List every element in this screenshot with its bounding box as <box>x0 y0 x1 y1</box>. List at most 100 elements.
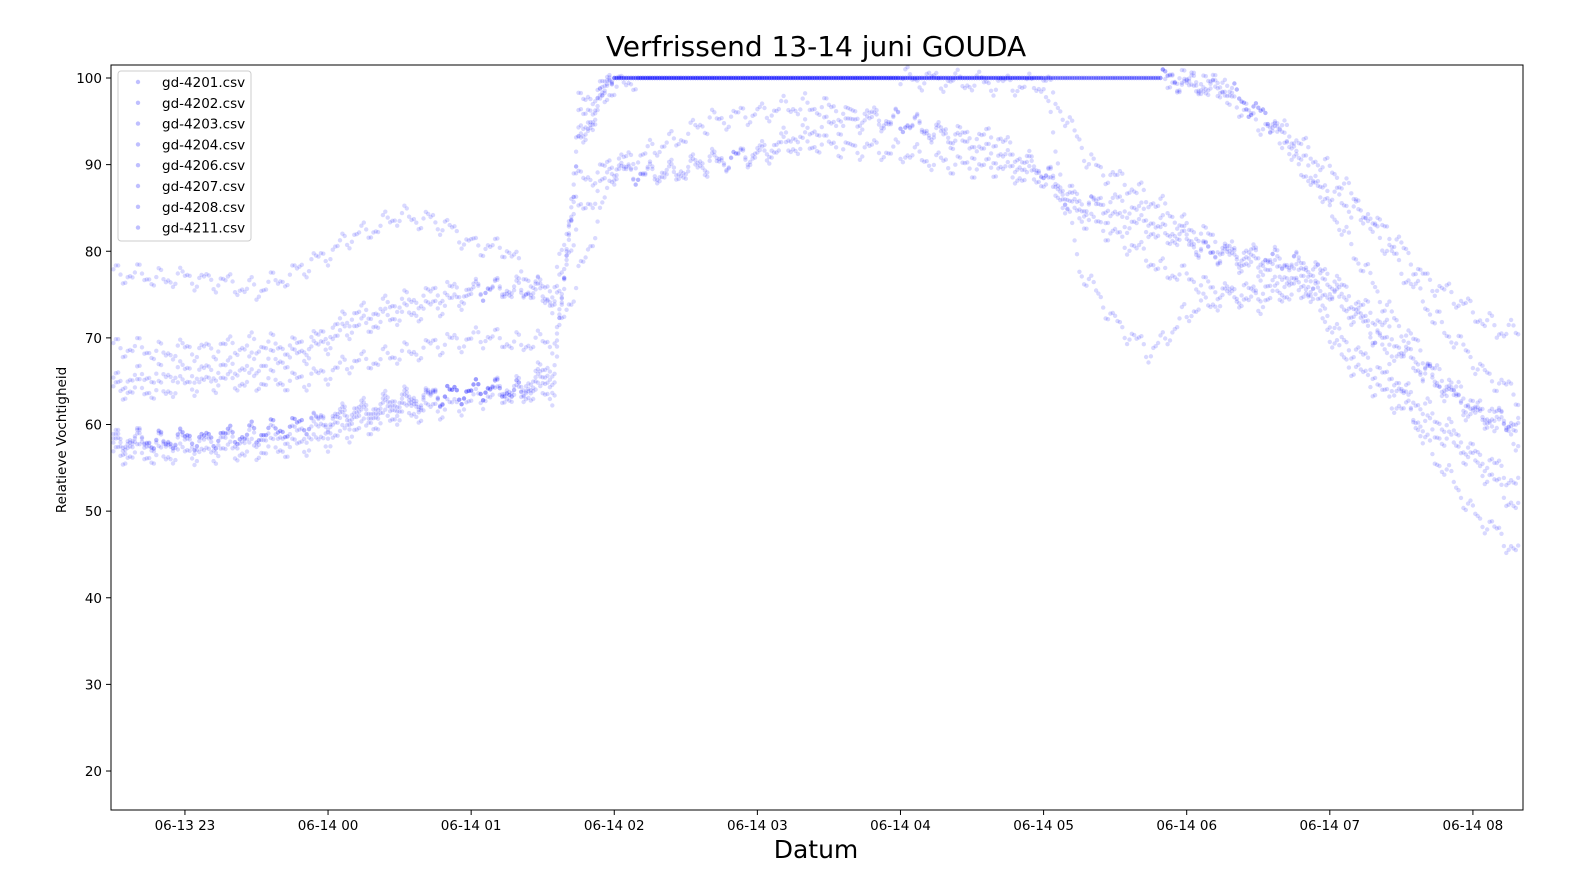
data-point <box>991 174 996 179</box>
data-point <box>1160 67 1166 72</box>
data-point <box>478 391 483 397</box>
data-point <box>728 75 734 81</box>
data-point <box>1501 334 1507 339</box>
data-point <box>616 75 622 81</box>
data-point <box>888 122 894 127</box>
data-point <box>1151 221 1156 226</box>
data-point <box>528 293 533 298</box>
data-point <box>154 371 159 376</box>
data-point <box>1387 242 1392 248</box>
y-tick-label: 90 <box>85 158 102 174</box>
data-point <box>719 158 724 163</box>
data-point <box>1434 381 1440 386</box>
data-point <box>977 75 982 81</box>
data-point <box>259 363 264 369</box>
data-point <box>1272 283 1278 288</box>
data-point <box>137 427 142 432</box>
data-point <box>1039 75 1044 81</box>
data-point <box>1101 75 1106 81</box>
data-point <box>1263 121 1268 127</box>
data-point <box>511 288 517 293</box>
data-point <box>898 126 903 131</box>
data-point <box>194 444 200 449</box>
data-point <box>247 423 252 428</box>
data-point <box>528 398 533 403</box>
data-point <box>313 369 319 374</box>
data-point <box>1489 456 1495 462</box>
data-point <box>485 286 491 292</box>
data-point <box>1074 252 1080 257</box>
data-point <box>557 315 562 321</box>
data-point <box>1470 408 1476 413</box>
data-point <box>1485 417 1490 422</box>
data-point <box>1318 195 1323 200</box>
data-point <box>1163 231 1168 236</box>
data-point <box>1432 435 1438 440</box>
data-point <box>373 324 378 329</box>
data-point <box>452 224 457 229</box>
data-point <box>855 75 860 81</box>
data-point <box>1306 163 1311 168</box>
data-point <box>178 374 183 379</box>
data-point <box>862 111 867 117</box>
data-point <box>638 75 643 81</box>
data-point <box>1318 271 1323 276</box>
data-point <box>879 129 884 134</box>
data-point <box>1005 159 1010 165</box>
data-point <box>175 447 180 452</box>
data-point <box>1124 75 1130 81</box>
data-point <box>1120 214 1125 219</box>
data-point <box>1327 203 1333 208</box>
data-point <box>946 78 951 84</box>
data-point <box>1225 243 1230 248</box>
data-point <box>607 158 612 163</box>
data-point <box>1172 80 1178 85</box>
data-point <box>812 106 817 112</box>
data-point <box>984 157 989 162</box>
data-point <box>802 130 808 135</box>
data-point <box>762 75 767 81</box>
data-point <box>635 75 641 81</box>
data-point <box>359 303 364 308</box>
data-point <box>297 340 302 345</box>
data-point <box>473 386 479 392</box>
data-point <box>917 149 922 154</box>
data-point <box>113 436 119 441</box>
data-point <box>604 170 610 175</box>
data-point <box>1346 365 1352 370</box>
series-gd-4201 <box>111 67 1521 340</box>
data-point <box>728 155 734 160</box>
legend-label: gd-4206.csv <box>162 158 245 174</box>
data-point <box>640 152 646 157</box>
data-point <box>299 262 304 267</box>
data-point <box>1387 377 1392 382</box>
data-point <box>903 155 908 160</box>
data-point <box>1377 365 1383 371</box>
data-point <box>731 75 736 81</box>
data-point <box>175 432 180 437</box>
data-point <box>1325 196 1330 201</box>
data-point <box>1299 295 1304 301</box>
data-point <box>1299 284 1304 290</box>
data-point <box>457 397 462 402</box>
data-point <box>1322 183 1328 188</box>
data-point <box>1184 220 1189 226</box>
data-point <box>273 377 278 382</box>
data-point <box>929 75 934 81</box>
data-point <box>1089 273 1094 278</box>
data-point <box>533 335 538 340</box>
data-point <box>695 75 700 81</box>
data-point <box>426 339 431 344</box>
data-point <box>182 345 188 350</box>
data-point <box>776 75 781 81</box>
data-point <box>1454 443 1459 448</box>
data-point <box>1375 289 1380 294</box>
data-point <box>1349 373 1354 379</box>
data-point <box>180 429 185 435</box>
data-point <box>616 75 622 81</box>
data-point <box>1339 304 1344 309</box>
data-point <box>962 85 968 91</box>
data-point <box>330 422 335 427</box>
data-point <box>824 75 829 81</box>
data-point <box>1256 274 1261 279</box>
